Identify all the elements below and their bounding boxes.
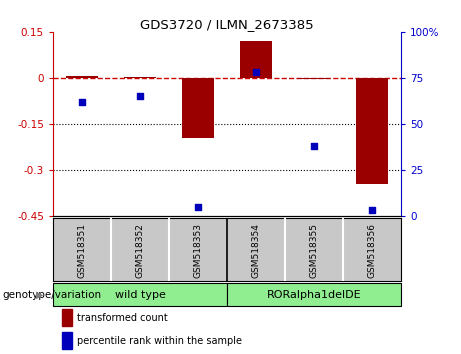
Text: GSM518351: GSM518351 (77, 223, 87, 278)
Text: wild type: wild type (115, 290, 165, 300)
Text: percentile rank within the sample: percentile rank within the sample (77, 336, 242, 346)
Point (78, 99, 86, 105)
Text: GSM518353: GSM518353 (194, 223, 202, 278)
Text: genotype/variation: genotype/variation (2, 290, 101, 300)
Text: GSM518355: GSM518355 (309, 223, 319, 278)
Bar (66, 76, 98, 78)
Text: GSM518354: GSM518354 (252, 223, 260, 278)
Point (310, 143, 318, 149)
Bar (124, 77, 156, 78)
Text: GSM518356: GSM518356 (367, 223, 377, 278)
Bar (240, 41, 272, 78)
Title: GDS3720 / ILMN_2673385: GDS3720 / ILMN_2673385 (140, 18, 314, 31)
Text: RORalpha1delDE: RORalpha1delDE (267, 290, 361, 300)
Point (136, 93, 144, 99)
Text: transformed count: transformed count (77, 313, 168, 323)
Bar (227, 283, 401, 306)
Bar (356, 78, 388, 184)
Bar (62, 332, 72, 349)
Bar (53, 283, 227, 306)
Point (195, 204, 202, 210)
Bar (182, 78, 214, 138)
Point (368, 207, 376, 213)
Text: GSM518352: GSM518352 (136, 223, 145, 278)
Point (252, 69, 260, 75)
Bar (62, 309, 72, 326)
Text: ▶: ▶ (36, 290, 44, 300)
Bar (298, 78, 330, 79)
